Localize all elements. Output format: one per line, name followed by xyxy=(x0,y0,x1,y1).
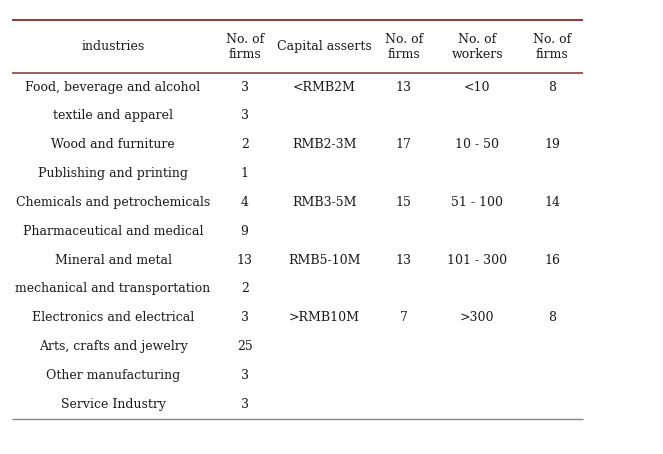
Text: 1: 1 xyxy=(241,167,249,180)
Text: 9: 9 xyxy=(241,225,249,238)
Text: 3: 3 xyxy=(241,109,249,123)
Text: 2: 2 xyxy=(241,138,249,151)
Text: mechanical and transportation: mechanical and transportation xyxy=(15,282,211,296)
Text: No. of
firms: No. of firms xyxy=(385,33,423,60)
Text: 8: 8 xyxy=(548,311,556,324)
Text: No. of
workers: No. of workers xyxy=(452,33,503,60)
Text: 15: 15 xyxy=(396,196,412,209)
Text: Capital asserts: Capital asserts xyxy=(277,40,371,53)
Text: 4: 4 xyxy=(241,196,249,209)
Text: 17: 17 xyxy=(396,138,412,151)
Text: Food, beverage and alcohol: Food, beverage and alcohol xyxy=(25,80,201,94)
Text: RMB3-5M: RMB3-5M xyxy=(292,196,357,209)
Text: Publishing and printing: Publishing and printing xyxy=(38,167,188,180)
Text: Arts, crafts and jewelry: Arts, crafts and jewelry xyxy=(38,340,188,353)
Text: Wood and furniture: Wood and furniture xyxy=(51,138,175,151)
Text: RMB2-3M: RMB2-3M xyxy=(292,138,357,151)
Text: <RMB2M: <RMB2M xyxy=(293,80,355,94)
Text: >300: >300 xyxy=(460,311,495,324)
Text: No. of
firms: No. of firms xyxy=(225,33,264,60)
Text: 13: 13 xyxy=(237,253,253,266)
Text: 101 - 300: 101 - 300 xyxy=(448,253,507,266)
Text: Chemicals and petrochemicals: Chemicals and petrochemicals xyxy=(16,196,210,209)
Text: <10: <10 xyxy=(464,80,491,94)
Text: Mineral and metal: Mineral and metal xyxy=(54,253,172,266)
Text: 10 - 50: 10 - 50 xyxy=(455,138,499,151)
Text: 51 - 100: 51 - 100 xyxy=(452,196,503,209)
Text: 2: 2 xyxy=(241,282,249,296)
Text: industries: industries xyxy=(82,40,145,53)
Text: 25: 25 xyxy=(237,340,253,353)
Text: textile and apparel: textile and apparel xyxy=(53,109,173,123)
Text: 8: 8 xyxy=(548,80,556,94)
Text: Other manufacturing: Other manufacturing xyxy=(46,369,180,382)
Text: 13: 13 xyxy=(396,80,412,94)
Text: RMB5-10M: RMB5-10M xyxy=(288,253,361,266)
Text: 3: 3 xyxy=(241,80,249,94)
Text: 3: 3 xyxy=(241,311,249,324)
Text: 16: 16 xyxy=(544,253,560,266)
Text: 3: 3 xyxy=(241,398,249,411)
Text: 7: 7 xyxy=(400,311,408,324)
Text: 13: 13 xyxy=(396,253,412,266)
Text: Service Industry: Service Industry xyxy=(60,398,166,411)
Text: 19: 19 xyxy=(544,138,560,151)
Text: Electronics and electrical: Electronics and electrical xyxy=(32,311,194,324)
Text: >RMB10M: >RMB10M xyxy=(288,311,360,324)
Text: 3: 3 xyxy=(241,369,249,382)
Text: 14: 14 xyxy=(544,196,560,209)
Text: Pharmaceutical and medical: Pharmaceutical and medical xyxy=(23,225,204,238)
Text: No. of
firms: No. of firms xyxy=(533,33,571,60)
